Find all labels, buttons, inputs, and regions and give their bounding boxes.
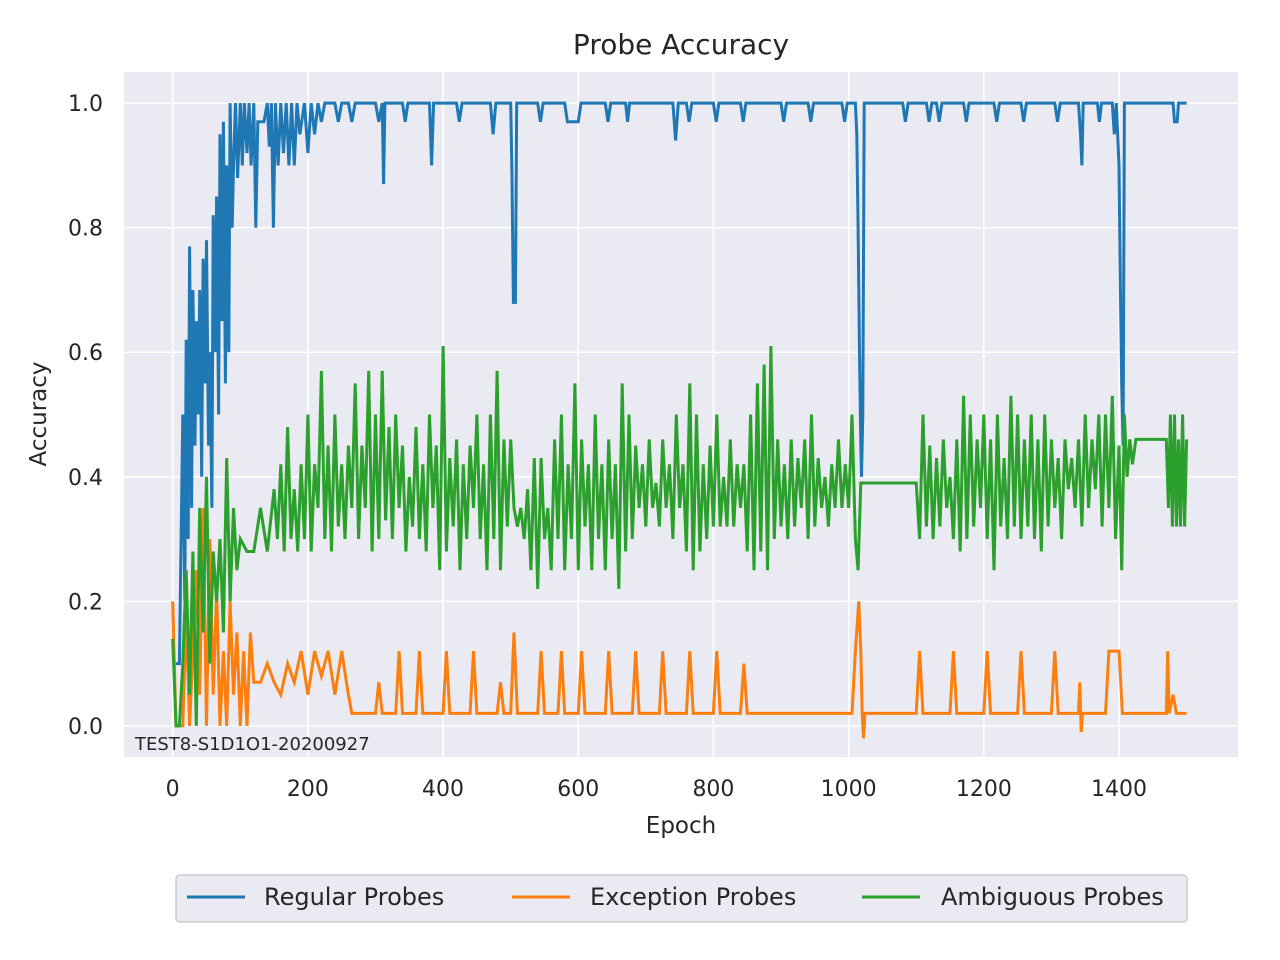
x-axis-label: Epoch bbox=[646, 813, 716, 839]
chart-title: Probe Accuracy bbox=[573, 28, 789, 61]
run-id-annotation: TEST8-S1D1O1-20200927 bbox=[134, 734, 370, 755]
y-tick-label: 0.4 bbox=[68, 466, 103, 491]
y-tick-label: 0.6 bbox=[68, 341, 103, 366]
x-tick-label: 1000 bbox=[821, 777, 877, 802]
x-tick-label: 1200 bbox=[956, 777, 1012, 802]
legend-box bbox=[175, 874, 1188, 923]
y-axis-label: Accuracy bbox=[26, 361, 52, 466]
legend-label-regular: Regular Probes bbox=[264, 883, 444, 911]
x-tick-label: 0 bbox=[166, 777, 180, 802]
plot-background bbox=[124, 72, 1238, 757]
y-tick-label: 1.0 bbox=[68, 92, 103, 117]
x-tick-label: 200 bbox=[287, 777, 329, 802]
x-tick-label: 1400 bbox=[1091, 777, 1147, 802]
y-tick-labels: 0.0 0.2 0.4 0.6 0.8 1.0 bbox=[68, 92, 103, 740]
legend: Regular Probes Exception Probes Ambiguou… bbox=[175, 874, 1188, 923]
series-line-regular bbox=[172, 101, 1187, 666]
x-tick-label: 800 bbox=[692, 777, 734, 802]
series-lines bbox=[171, 101, 1189, 739]
y-tick-label: 0.8 bbox=[68, 217, 103, 242]
x-tick-labels: 0 200 400 600 800 1000 1200 1400 bbox=[166, 777, 1147, 802]
legend-label-ambiguous: Ambiguous Probes bbox=[941, 883, 1164, 911]
series-line-exception bbox=[171, 507, 1187, 739]
y-tick-label: 0.2 bbox=[68, 590, 103, 615]
x-tick-label: 400 bbox=[422, 777, 464, 802]
y-tick-label: 0.0 bbox=[68, 715, 103, 740]
series-line-ambiguous bbox=[171, 345, 1189, 728]
legend-label-exception: Exception Probes bbox=[590, 883, 796, 911]
x-tick-label: 600 bbox=[557, 777, 599, 802]
